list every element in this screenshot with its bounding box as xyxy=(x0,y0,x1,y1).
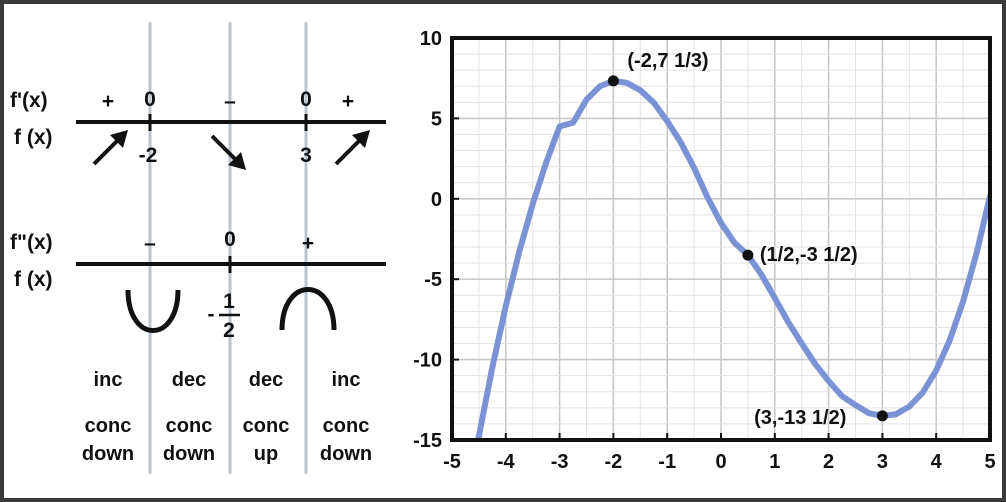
x-tick-label: -5 xyxy=(443,451,461,473)
concave-down-icon xyxy=(279,287,337,331)
y-tick-label: -15 xyxy=(413,430,442,452)
arrow-up-right-icon xyxy=(92,130,128,166)
row-label-f-1: f (x) xyxy=(14,126,53,149)
x-tick-label: -2 xyxy=(605,451,623,473)
point-label: (1/2,-3 1/2) xyxy=(760,244,858,266)
sign-fprime-4: 0 xyxy=(300,88,312,111)
sign-chart: f'(x) f (x) + 0 – 0 + -2 3 f"(x) f (x) –… xyxy=(10,22,386,474)
series-line-0 xyxy=(475,77,990,440)
y-tick-label: 5 xyxy=(431,108,442,130)
sign-fdoubleprime-2: 0 xyxy=(224,228,236,251)
behavior-conc-3: conc xyxy=(243,415,290,437)
behavior-inc-dec-3: dec xyxy=(249,369,283,391)
row-label-fprime: f'(x) xyxy=(10,89,48,112)
inflection-denominator: 2 xyxy=(223,319,235,342)
inflection-sign: - xyxy=(208,303,215,326)
sign-fprime-3: – xyxy=(224,90,236,113)
x-tick-label: -1 xyxy=(658,451,676,473)
point-label: (3,-13 1/2) xyxy=(754,407,846,429)
x-tick-label: 1 xyxy=(769,451,780,473)
critical-point-2: 3 xyxy=(300,144,312,167)
x-tick-label: -3 xyxy=(551,451,569,473)
data-point xyxy=(607,75,619,87)
sign-fprime-2: 0 xyxy=(144,88,156,111)
figure-svg: f'(x) f (x) + 0 – 0 + -2 3 f"(x) f (x) –… xyxy=(10,22,996,474)
point-label: (-2,7 1/3) xyxy=(627,50,708,72)
behavior-direction-2: down xyxy=(163,443,215,465)
inflection-numerator: 1 xyxy=(223,290,235,313)
sign-fprime-1: + xyxy=(102,90,114,113)
x-tick-label: 0 xyxy=(715,451,726,473)
concave-up-icon xyxy=(125,289,181,333)
row-label-fdoubleprime: f"(x) xyxy=(10,231,53,254)
x-tick-label: 5 xyxy=(984,451,995,473)
sign-fprime-5: + xyxy=(342,90,354,113)
arrow-up-right-icon xyxy=(334,130,370,166)
behavior-direction-3: up xyxy=(254,443,278,465)
behavior-direction-4: down xyxy=(320,443,372,465)
behavior-inc-dec-2: dec xyxy=(172,369,206,391)
behavior-inc-dec-1: inc xyxy=(94,369,123,391)
figure: f'(x) f (x) + 0 – 0 + -2 3 f"(x) f (x) –… xyxy=(4,4,1002,498)
behavior-conc-4: conc xyxy=(323,415,370,437)
critical-point-1: -2 xyxy=(139,144,158,167)
row-label-f-2: f (x) xyxy=(14,268,53,291)
behavior-conc-2: conc xyxy=(166,415,213,437)
y-tick-label: 10 xyxy=(420,28,442,50)
sign-fdoubleprime-3: + xyxy=(302,232,314,255)
data-point xyxy=(876,410,888,422)
y-tick-label: 0 xyxy=(431,189,442,211)
y-tick-label: -5 xyxy=(424,269,442,291)
arrow-down-right-icon xyxy=(210,134,246,170)
behavior-table: inc dec dec inc conc conc conc conc down… xyxy=(82,369,372,465)
x-tick-label: -4 xyxy=(497,451,516,473)
y-tick-label: -10 xyxy=(413,350,442,372)
behavior-inc-dec-4: inc xyxy=(332,369,361,391)
behavior-conc-1: conc xyxy=(85,415,132,437)
x-tick-label: 2 xyxy=(823,451,834,473)
x-tick-label: 4 xyxy=(931,451,943,473)
sign-fdoubleprime-1: – xyxy=(144,232,156,255)
x-tick-label: 3 xyxy=(877,451,888,473)
behavior-direction-1: down xyxy=(82,443,134,465)
data-point xyxy=(742,249,754,261)
